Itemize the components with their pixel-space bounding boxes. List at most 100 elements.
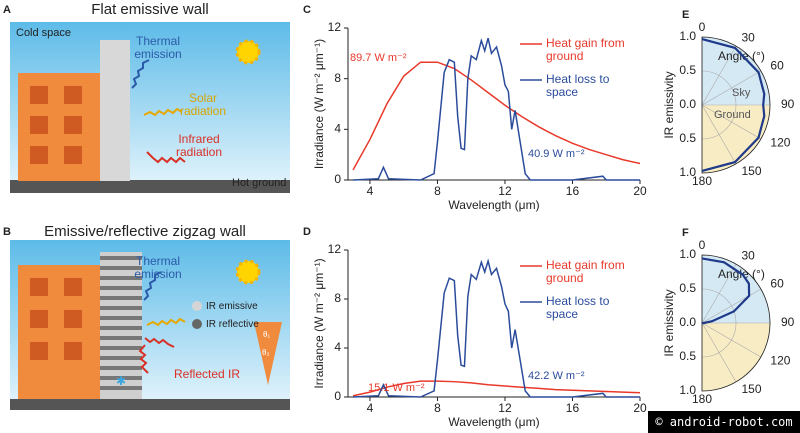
ground-region [702, 105, 770, 173]
panel-label: F [682, 227, 689, 239]
polar-series [701, 37, 766, 173]
x-tick-label: 16 [566, 401, 580, 415]
x-axis-label: Wavelength (μm) [448, 415, 539, 429]
y-tick-label: 12 [328, 242, 342, 256]
theta-tick-label: 60 [770, 277, 784, 291]
x-axis-label: Wavelength (μm) [448, 198, 539, 212]
illustration-text: θ₂ [262, 348, 270, 357]
legend-label: Heat gain from ground [546, 36, 625, 63]
theta-tick-label: 120 [770, 354, 790, 368]
illustration-text: Hot ground [232, 177, 287, 189]
x-tick-label: 16 [566, 184, 580, 198]
panel-label: B [3, 226, 11, 238]
illustration-text: Thermal emission [134, 254, 182, 281]
y-axis-label: Irradiance (W m⁻² μm⁻¹) [312, 39, 326, 169]
frame [701, 254, 771, 392]
theta-tick-label: 180 [692, 392, 712, 406]
grid-spoke [701, 104, 762, 140]
x-tick-label: 4 [367, 184, 374, 198]
r-tick-label: 0.5 [679, 349, 696, 363]
line-series [352, 380, 641, 397]
x-tick-label: 20 [633, 184, 647, 198]
theta-tick-label: 150 [742, 164, 762, 178]
x-tick-label: 12 [498, 184, 512, 198]
panel-label: A [3, 4, 11, 16]
panel-label: E [682, 9, 690, 21]
illustration-text: θ₁ [263, 330, 271, 339]
x-tick-label: 20 [633, 401, 647, 415]
r-tick-label: 0.5 [679, 63, 696, 77]
sky-region [702, 37, 770, 105]
panel-title: Flat emissive wall [91, 1, 209, 18]
line-series [352, 61, 641, 171]
theta-tick-label: 0 [699, 238, 706, 252]
r-tick-label: 0.5 [679, 281, 696, 295]
x-tick-label: 12 [498, 401, 512, 415]
frame [701, 36, 771, 174]
x-tick-label: 8 [434, 401, 441, 415]
annotation: 89.7 W m⁻² [350, 52, 407, 64]
region-label: Ground [714, 109, 751, 121]
y-tick-label: 0 [334, 389, 341, 403]
panel-label: C [303, 4, 311, 16]
r-tick-label: 0.0 [679, 97, 696, 111]
panel-title: Emissive/reflective zigzag wall [44, 223, 246, 240]
y-tick-label: 4 [334, 122, 341, 136]
grid-spoke [701, 104, 737, 165]
region-label: Sky [732, 87, 751, 99]
y-axis-label: IR emissivity [662, 71, 676, 138]
illustration-text: Solar radiation [179, 91, 227, 118]
illustration-text: Reflected IR [173, 367, 241, 381]
watermark: © android-robot.com [648, 411, 800, 433]
legend-label: Heat gain from ground [546, 258, 625, 285]
illustration-text: Infrared radiation [175, 132, 223, 159]
grid-spoke [701, 45, 737, 106]
grid-spoke [701, 70, 762, 106]
r-tick-label: 1.0 [679, 247, 696, 261]
theta-tick-label: 90 [781, 97, 795, 111]
line-series [353, 37, 640, 181]
svg-text:✱: ✱ [116, 374, 126, 388]
r-tick-label: 1.0 [679, 29, 696, 43]
ground-region [702, 323, 770, 391]
legend-label: Heat loss to space [546, 294, 610, 321]
grid-spoke [701, 263, 737, 324]
illustration-b: ✱ [10, 240, 290, 410]
illustration-text: IR emissive [206, 301, 258, 312]
y-tick-label: 4 [334, 340, 341, 354]
sky-region [702, 255, 770, 323]
panel-label: D [303, 226, 311, 238]
illustration-text: Cold space [16, 27, 72, 39]
legend-label: Heat loss to space [546, 72, 610, 99]
theta-tick-label: 150 [742, 382, 762, 396]
y-axis-label: IR emissivity [662, 289, 676, 356]
grid-spoke [701, 322, 762, 358]
y-tick-label: 8 [334, 291, 341, 305]
illustration-text: Thermal emission [134, 34, 182, 61]
polar-series [701, 257, 751, 325]
theta-tick-label: 120 [770, 136, 790, 150]
grid-spoke [701, 322, 737, 383]
annotation: 15.1 W m⁻² [368, 382, 425, 394]
y-tick-label: 0 [334, 172, 341, 186]
illustration-a [10, 22, 290, 193]
theta-tick-label: 30 [742, 248, 756, 262]
theta-tick-label: 90 [781, 315, 795, 329]
theta-tick-label: 0 [699, 20, 706, 34]
r-tick-label: 0.0 [679, 315, 696, 329]
theta-tick-label: 60 [770, 59, 784, 73]
y-tick-label: 12 [328, 20, 342, 34]
x-tick-label: 4 [367, 401, 374, 415]
annotation: 42.2 W m⁻² [528, 370, 585, 382]
theta-tick-label: 180 [692, 174, 712, 188]
grid-spoke [701, 288, 762, 324]
line-series [353, 258, 640, 398]
y-tick-label: 8 [334, 71, 341, 85]
theta-axis-label: Angle (°) [718, 49, 765, 63]
y-axis-label: Irradiance (W m⁻² μm⁻¹) [312, 258, 326, 388]
r-tick-label: 0.5 [679, 131, 696, 145]
illustration-text: IR reflective [206, 319, 259, 330]
annotation: 40.9 W m⁻² [528, 148, 585, 160]
